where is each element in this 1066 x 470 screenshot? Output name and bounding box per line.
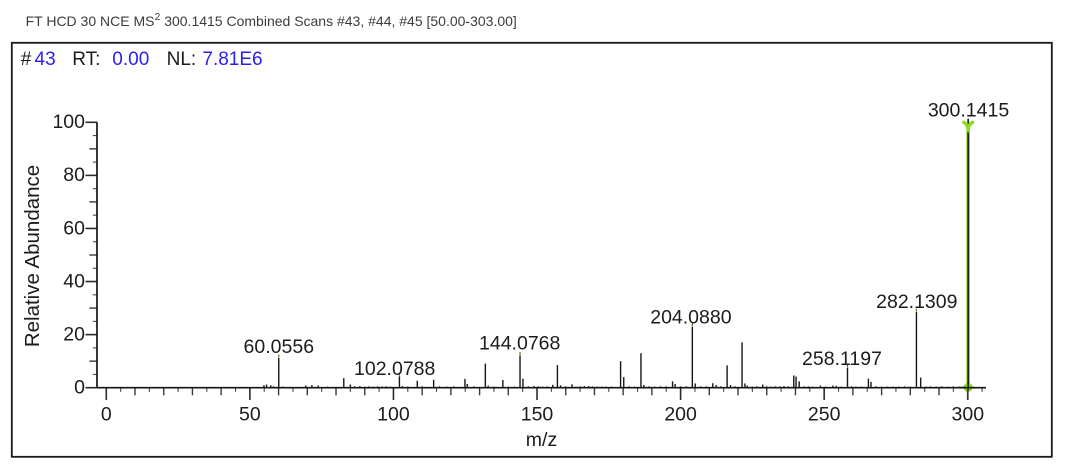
- svg-text:150: 150: [521, 404, 554, 426]
- svg-text:20: 20: [63, 323, 85, 345]
- svg-text:80: 80: [63, 164, 85, 186]
- svg-text:200: 200: [664, 404, 697, 426]
- svg-text:40: 40: [63, 270, 85, 292]
- svg-text:60.0556: 60.0556: [244, 336, 315, 358]
- svg-text:258.1197: 258.1197: [802, 348, 882, 370]
- svg-text:100: 100: [377, 404, 410, 426]
- svg-text:FT HCD 30 NCE MS2 300.1415 Com: FT HCD 30 NCE MS2 300.1415 Combined Scan…: [26, 11, 517, 29]
- svg-text:Relative Abundance: Relative Abundance: [21, 165, 44, 347]
- svg-text:250: 250: [808, 404, 841, 426]
- svg-text:300.1415: 300.1415: [928, 99, 1009, 121]
- svg-text:0: 0: [101, 404, 112, 426]
- svg-text:50: 50: [239, 404, 261, 426]
- svg-text:102.0788: 102.0788: [354, 358, 435, 380]
- svg-text:60: 60: [63, 217, 85, 239]
- svg-text:300: 300: [952, 404, 985, 426]
- svg-text:m/z: m/z: [526, 429, 557, 451]
- svg-text:0: 0: [74, 377, 85, 399]
- svg-text:282.1309: 282.1309: [876, 291, 957, 313]
- svg-text:144.0768: 144.0768: [479, 332, 560, 354]
- svg-text:100: 100: [52, 111, 85, 133]
- svg-text:204.0880: 204.0880: [650, 306, 731, 328]
